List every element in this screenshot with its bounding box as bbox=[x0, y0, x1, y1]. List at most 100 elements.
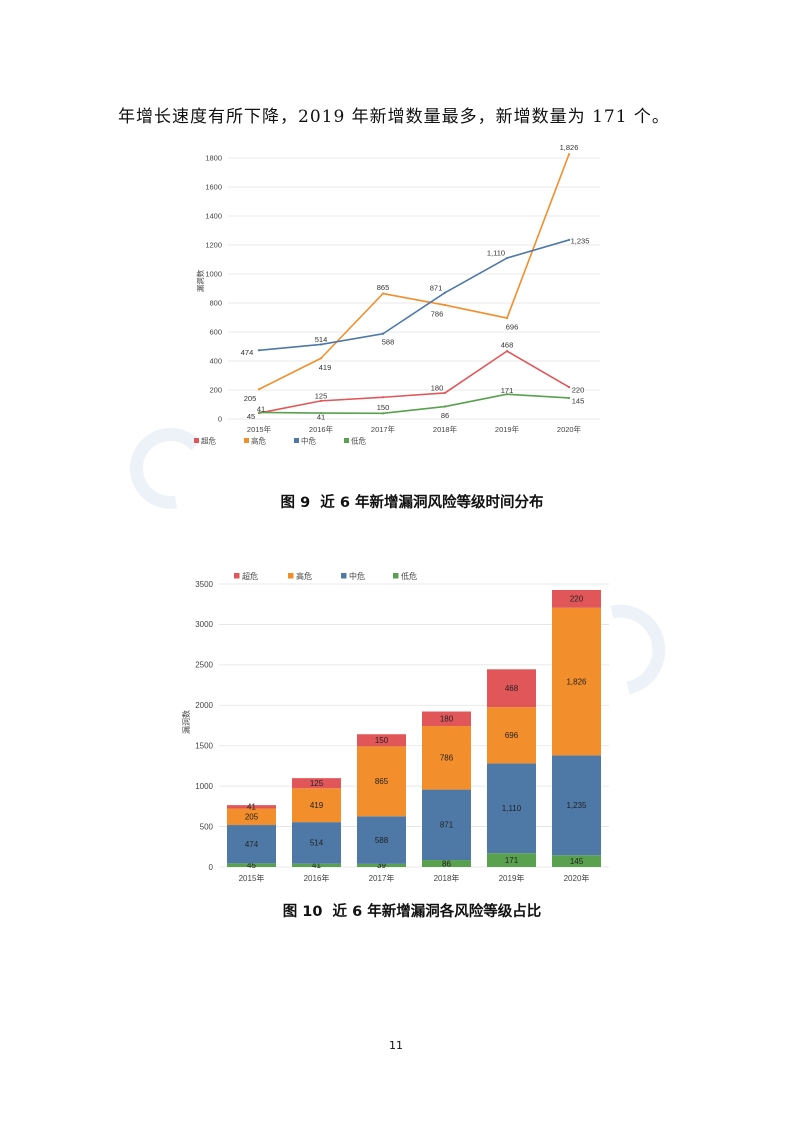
data-label-medium: 588 bbox=[375, 836, 389, 845]
data-label-high: 696 bbox=[505, 731, 519, 740]
y-tick-label: 400 bbox=[209, 357, 222, 366]
y-tick-label: 500 bbox=[200, 822, 214, 831]
y-tick-label: 800 bbox=[209, 299, 222, 308]
stacked-bar-chart: 0 500 1000 1500 2000 2500 3000 3500 2015年 2016年 20… bbox=[181, 571, 609, 883]
data-label-low: 171 bbox=[505, 856, 519, 865]
bar-segment-high bbox=[487, 707, 536, 764]
data-point-low bbox=[381, 412, 385, 415]
data-label-high: 786 bbox=[431, 310, 444, 319]
legend-label-high: 高危 bbox=[251, 436, 266, 446]
bar-segment-high bbox=[357, 746, 406, 817]
legend-swatch-high bbox=[244, 438, 249, 443]
data-label-medium: 1,110 bbox=[502, 804, 522, 813]
x-tick-label: 2017年 bbox=[371, 424, 396, 434]
data-label-critical: 150 bbox=[375, 736, 389, 745]
data-label-low: 86 bbox=[442, 859, 451, 868]
data-label-medium: 474 bbox=[241, 348, 254, 357]
legend-swatch-medium bbox=[294, 438, 299, 443]
bar-segment-medium bbox=[552, 755, 601, 856]
data-label-critical: 125 bbox=[310, 779, 324, 788]
x-tick-label: 2016年 bbox=[304, 873, 330, 883]
data-label-low: 145 bbox=[570, 857, 584, 866]
x-tick-label: 2018年 bbox=[433, 424, 458, 434]
bar-segment-critical bbox=[422, 711, 471, 727]
bar-segment-low bbox=[552, 855, 601, 867]
x-tick-label: 2016年 bbox=[309, 424, 334, 434]
data-point-critical bbox=[319, 399, 323, 402]
data-label-low: 41 bbox=[317, 413, 325, 422]
data-label-high: 865 bbox=[377, 283, 390, 292]
bar-segment-medium bbox=[422, 789, 471, 861]
x-tick-label: 2020年 bbox=[557, 424, 582, 434]
data-label-critical: 125 bbox=[315, 391, 328, 400]
data-label-low: 45 bbox=[247, 412, 255, 421]
bar-segment-low bbox=[422, 860, 471, 867]
page-number: 11 bbox=[389, 1039, 403, 1052]
data-label-critical: 180 bbox=[431, 384, 444, 393]
watermark-arc bbox=[130, 427, 201, 509]
data-label-medium: 514 bbox=[310, 839, 324, 848]
data-point-low bbox=[505, 393, 509, 396]
data-point-low bbox=[257, 411, 261, 414]
legend-label-medium: 中危 bbox=[301, 436, 316, 446]
data-point-low bbox=[319, 411, 323, 415]
data-point-medium bbox=[257, 349, 261, 352]
y-axis-label: 漏洞数 bbox=[181, 710, 191, 734]
data-point-medium bbox=[505, 256, 509, 260]
data-label-medium: 871 bbox=[440, 821, 454, 830]
data-label-high: 205 bbox=[244, 394, 257, 403]
data-point-critical bbox=[443, 391, 447, 394]
data-label-low: 41 bbox=[312, 861, 321, 870]
bar-segment-high bbox=[422, 726, 471, 790]
data-label-medium: 514 bbox=[315, 335, 328, 344]
data-point-low bbox=[567, 396, 571, 400]
bar-segment-critical bbox=[357, 734, 406, 747]
y-tick-label: 1800 bbox=[205, 154, 222, 163]
bar-segment-low bbox=[357, 863, 406, 867]
data-point-critical bbox=[567, 386, 571, 389]
bar-segment-critical bbox=[292, 778, 341, 789]
data-point-medium bbox=[567, 238, 571, 242]
data-point-medium bbox=[319, 343, 323, 346]
bar-segment-high bbox=[552, 607, 601, 756]
figure-9-caption: 图 9 近 6 年新增漏洞风险等级时间分布 bbox=[280, 495, 544, 511]
x-tick-label: 2019年 bbox=[495, 424, 520, 434]
data-label-medium: 1,235 bbox=[566, 801, 587, 810]
legend-swatch-critical bbox=[234, 573, 240, 579]
legend-label-high: 高危 bbox=[296, 571, 312, 581]
y-tick-label: 1500 bbox=[195, 742, 213, 751]
data-point-medium bbox=[381, 332, 385, 335]
bar-segment-low bbox=[227, 863, 276, 867]
y-tick-label: 2000 bbox=[195, 701, 213, 710]
bar-segment-medium bbox=[292, 822, 341, 864]
bar-segment-critical bbox=[227, 805, 276, 809]
bar-segment-low bbox=[487, 853, 536, 867]
data-label-critical: 468 bbox=[505, 684, 519, 693]
legend-label-low: 低危 bbox=[351, 436, 366, 446]
data-point-low bbox=[443, 405, 447, 408]
data-label-critical: 220 bbox=[570, 595, 584, 604]
series-line-high bbox=[258, 153, 570, 390]
data-label-low: 171 bbox=[501, 386, 514, 395]
data-label-high: 865 bbox=[375, 777, 389, 786]
legend-swatch-low bbox=[344, 438, 349, 443]
data-label-medium: 871 bbox=[430, 283, 443, 292]
bar-segment-high bbox=[227, 808, 276, 826]
x-tick-label: 2020年 bbox=[564, 873, 590, 883]
data-point-high bbox=[505, 316, 509, 320]
x-tick-label: 2015年 bbox=[239, 873, 265, 883]
legend-swatch-critical bbox=[194, 438, 199, 443]
y-tick-label: 0 bbox=[209, 863, 214, 872]
data-point-critical bbox=[505, 350, 509, 353]
data-label-critical: 41 bbox=[257, 405, 265, 414]
figure-10-caption: 图 10 近 6 年新增漏洞各风险等级占比 bbox=[282, 904, 542, 920]
series-line-low bbox=[258, 393, 570, 415]
data-point-high bbox=[319, 357, 323, 360]
y-tick-label: 3000 bbox=[195, 620, 213, 629]
data-label-low: 39 bbox=[377, 861, 386, 870]
data-label-medium: 1,110 bbox=[487, 249, 505, 258]
data-label-critical: 468 bbox=[501, 341, 514, 350]
data-label-low: 45 bbox=[247, 861, 256, 870]
y-tick-label: 1200 bbox=[205, 241, 222, 250]
